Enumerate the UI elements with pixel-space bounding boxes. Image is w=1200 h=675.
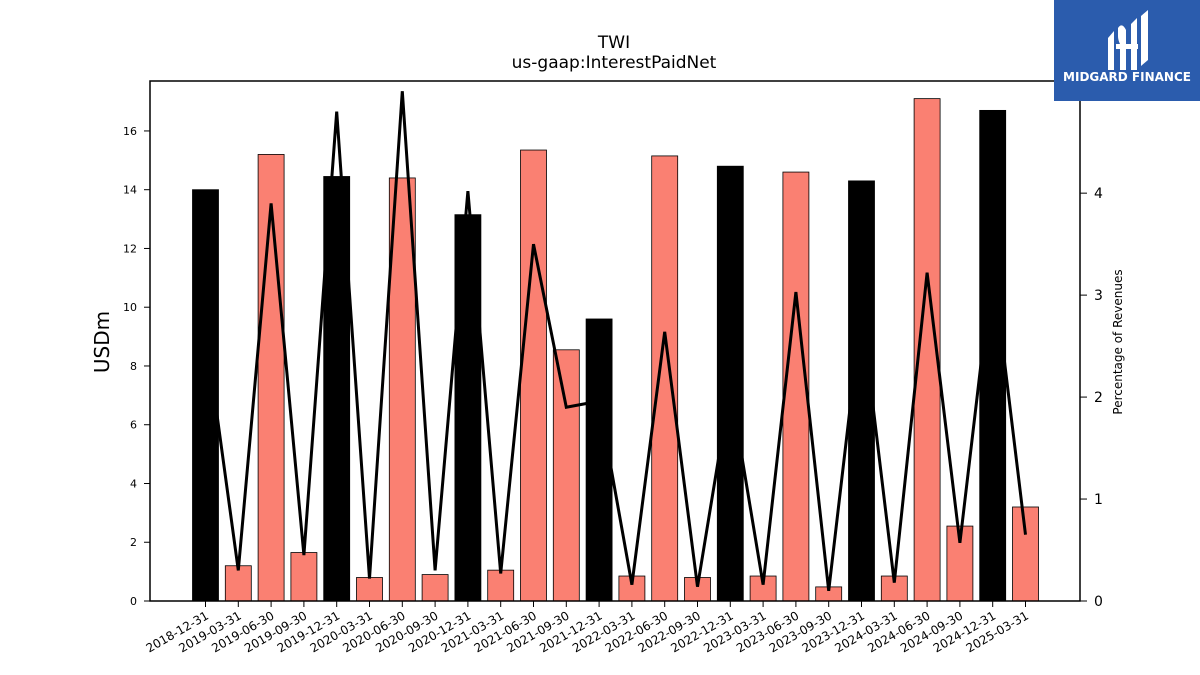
y-tick-label-16: 16 <box>123 125 137 138</box>
chart-subtitle: us-gaap:InterestPaidNet <box>512 53 717 73</box>
y2-tick-label-2: 2 <box>1094 390 1103 406</box>
bar-2021-09-30 <box>552 349 580 602</box>
y-tick-label-14: 14 <box>123 184 137 197</box>
y-tick-label-12: 12 <box>123 242 137 255</box>
y2-axis-label: Percentage of Revenues <box>1111 269 1125 414</box>
bar-2020-03-31 <box>356 577 383 602</box>
y-tick-label-8: 8 <box>130 360 137 373</box>
bar-2021-03-31 <box>487 569 515 602</box>
left-axis-ticks: 0 2 4 6 8 10 12 14 16 <box>123 125 150 608</box>
y-tick-label-6: 6 <box>130 419 137 432</box>
bar-2019-03-31 <box>224 565 252 602</box>
logo-background <box>1054 0 1200 101</box>
y2-tick-label-4: 4 <box>1094 186 1103 202</box>
plot-frame <box>149 80 1081 602</box>
y-tick-label-0: 0 <box>130 595 137 608</box>
brand-logo: MIDGARD FINANCE <box>1054 0 1200 101</box>
bar-2019-09-30 <box>290 552 318 602</box>
y-axis-label: USDm <box>90 311 114 373</box>
bar-2021-12-31 <box>585 318 613 602</box>
bar-2024-12-31 <box>979 109 1007 602</box>
logo-text: MIDGARD FINANCE <box>1063 70 1191 84</box>
bar-2021-06-30 <box>520 149 547 602</box>
series-line <box>204 91 1027 591</box>
right-axis-ticks: 012345 <box>1080 84 1103 610</box>
y2-tick-label-0: 0 <box>1094 594 1103 610</box>
y2-tick-label-1: 1 <box>1094 492 1103 508</box>
bar-2022-06-30 <box>651 155 679 602</box>
bar-2023-06-30 <box>782 171 810 602</box>
bar-2020-09-30 <box>421 574 449 602</box>
logo-mark-icon <box>1108 10 1148 70</box>
chart-title: TWI <box>597 33 630 53</box>
y-tick-label-4: 4 <box>130 477 137 490</box>
y-tick-label-10: 10 <box>123 301 137 314</box>
bar-2020-12-31 <box>454 214 482 602</box>
y-tick-label-2: 2 <box>130 536 137 549</box>
bar-2022-12-31 <box>716 165 744 602</box>
x-axis-ticks: 2018-12-312019-03-312019-06-302019-09-30… <box>144 601 1031 655</box>
y2-tick-label-3: 3 <box>1094 288 1103 304</box>
line-layer <box>204 91 1027 591</box>
bar-2025-03-31 <box>1012 506 1039 602</box>
bar-2019-06-30 <box>257 154 285 602</box>
